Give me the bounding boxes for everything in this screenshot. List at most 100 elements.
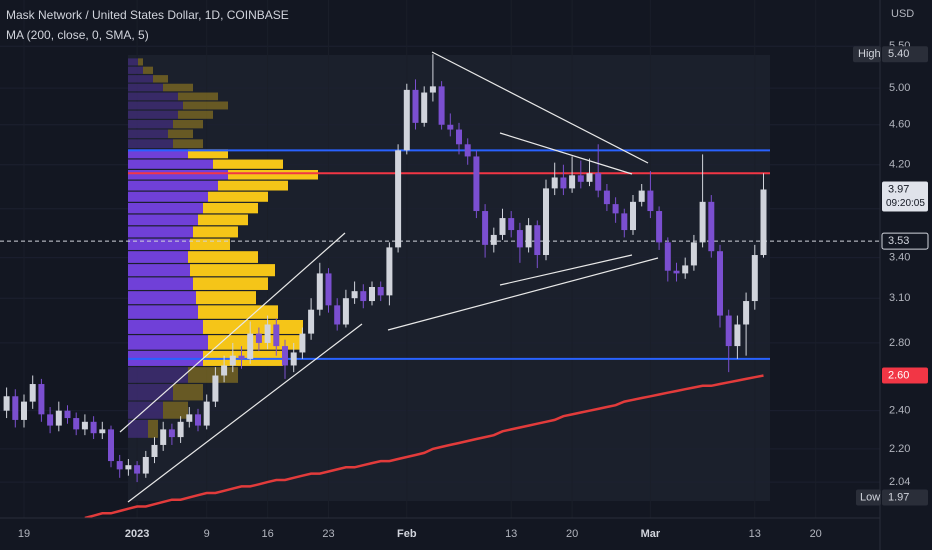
profile-up [128, 159, 213, 169]
profile-down [213, 159, 283, 169]
candle-body [360, 291, 367, 302]
low-tag [856, 489, 881, 506]
profile-down [173, 120, 203, 129]
y-tick-label: 5.00 [889, 82, 910, 94]
candle-body [473, 156, 480, 212]
candle-body [342, 298, 349, 325]
profile-down [218, 180, 288, 191]
candle-body [751, 255, 758, 302]
profile-down [173, 384, 203, 401]
candle-body [412, 89, 419, 123]
candle-body [743, 301, 750, 325]
x-tick-label: Mar [641, 528, 661, 540]
candle-body [334, 305, 341, 325]
profile-up [128, 277, 193, 290]
countdown: 09:20:05 [886, 198, 925, 209]
profile-up [128, 419, 148, 438]
candle-body [238, 355, 245, 359]
profile-down [193, 277, 268, 290]
profile-up [128, 319, 203, 334]
profile-up [128, 251, 188, 263]
candle-body [108, 429, 114, 462]
candle-body [308, 309, 315, 334]
candle-body [621, 213, 628, 231]
profile-down [138, 58, 143, 66]
candle-body [560, 177, 567, 189]
profile-down [193, 226, 238, 238]
candle-body [717, 251, 723, 316]
candle-body [699, 201, 706, 243]
profile-down [148, 419, 158, 438]
profile-up [128, 120, 173, 129]
profile-up [128, 139, 173, 149]
profile-down [173, 139, 203, 149]
candle-body [255, 333, 262, 343]
candle-body [447, 124, 454, 130]
trendline [119, 232, 346, 433]
profile-up [128, 83, 163, 92]
candle-body [386, 247, 393, 296]
candle-body [630, 201, 636, 231]
profile-down [203, 319, 303, 334]
ma-price-box [882, 367, 928, 384]
x-tick-label: 19 [18, 528, 30, 540]
candle-body [603, 190, 610, 205]
candle-body [490, 234, 497, 245]
candle-body [708, 201, 715, 252]
profile-down [163, 401, 188, 419]
profile-down [153, 75, 168, 83]
high-price-box [882, 46, 928, 63]
candle-body [682, 265, 689, 274]
candle-body [516, 230, 523, 248]
low-price-label: 1.97 [888, 491, 909, 503]
candle-body [369, 287, 375, 302]
profile-up [128, 214, 198, 226]
candle-body [647, 190, 654, 212]
candle-body [525, 225, 532, 248]
candle-body [177, 421, 184, 438]
x-tick-label: 20 [810, 528, 822, 540]
candle-body [377, 287, 384, 296]
profile-up [128, 129, 168, 139]
candle-body [125, 465, 132, 470]
profile-up [128, 335, 208, 350]
candle-body [168, 429, 175, 438]
candle-body [551, 177, 558, 189]
candle-body [325, 273, 332, 306]
candle-body [81, 421, 88, 430]
candle-body [221, 365, 228, 376]
candle-body [456, 129, 462, 145]
candle-body [508, 218, 515, 231]
trendline [387, 257, 659, 331]
profile-down [168, 129, 193, 139]
trendline [499, 132, 633, 175]
profile-down [198, 214, 248, 226]
time-axis [0, 518, 880, 550]
candle-body [438, 86, 445, 125]
candle-body [482, 211, 489, 245]
y-tick-label: 4.60 [889, 119, 910, 131]
candle-body [612, 204, 619, 214]
candle-body [134, 465, 141, 474]
candle-body [595, 173, 602, 191]
profile-down [190, 238, 230, 250]
dashed-price-box [881, 232, 929, 250]
price-axis [880, 0, 932, 550]
trendline [127, 323, 363, 503]
low-tag-label: Low [860, 491, 880, 503]
low-price-box [882, 489, 928, 506]
candle-body [725, 315, 732, 347]
candle-body [299, 333, 306, 353]
profile-up [128, 110, 178, 119]
indicator-name: MA (200, close, 0, SMA, 5) [6, 28, 149, 42]
x-tick-label: 20 [566, 528, 578, 540]
x-tick-label: 16 [261, 528, 273, 540]
x-tick-label: 13 [505, 528, 517, 540]
profile-up [128, 305, 198, 319]
trendline [499, 254, 633, 286]
candle-body [534, 225, 541, 256]
profile-up [128, 384, 173, 401]
profile-down [198, 305, 278, 319]
profile-up [128, 58, 138, 66]
candle-body [569, 175, 576, 189]
